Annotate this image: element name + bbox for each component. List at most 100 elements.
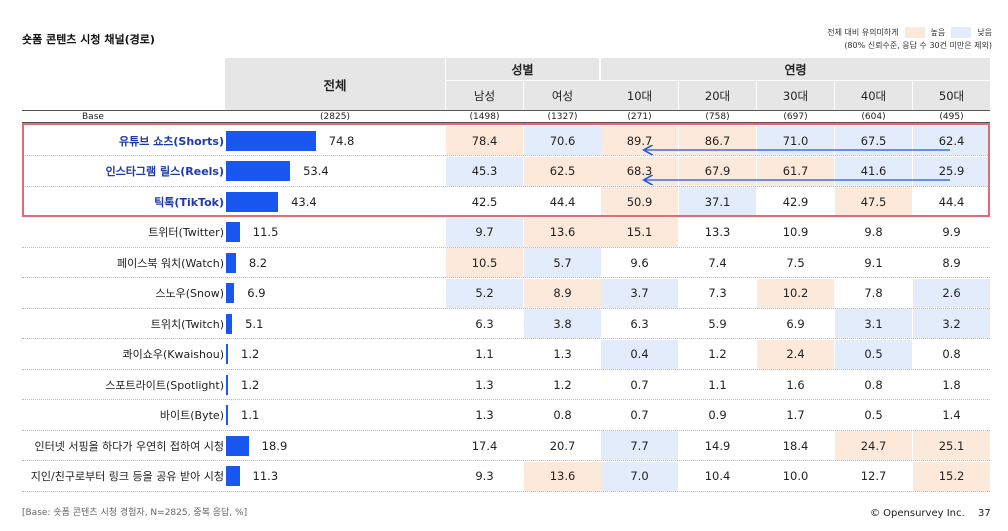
row-label: 바이트(Byte) (159, 409, 224, 422)
row-label: 스포트라이트(Spotlight) (105, 378, 224, 392)
total-cell: 1.2 (225, 340, 445, 369)
footnote: [Base: 숏폼 콘텐츠 시청 경험자, N=2825, 중복 응답, %] (22, 508, 248, 518)
value-cell: 45.3 (446, 156, 523, 186)
page-number: 37 (978, 508, 991, 519)
value-cell: 10.9 (782, 225, 809, 239)
value-cell: 67.5 (835, 126, 912, 155)
value-cell: 1.4 (942, 408, 961, 422)
value-cell: 9.7 (446, 217, 523, 247)
value-cell: 24.7 (835, 431, 912, 460)
row-label: 콰이쇼우(Kwaishou) (122, 348, 224, 361)
table-row: 지인/친구로부터 링크 등을 공유 받아 시청 11.3 9.3 13.6 7.0 10.… (22, 461, 990, 492)
value-cell: 1.6 (786, 377, 805, 392)
row-label: 트위터(Twitter) (148, 226, 224, 239)
value-cell: 68.3 (601, 156, 678, 186)
value-cell: 10.4 (704, 469, 731, 483)
row-label: 틱톡(TikTok) (154, 195, 224, 209)
value-cell: 3.7 (601, 278, 678, 308)
value-cell: 1.7 (786, 408, 805, 422)
row-label: 페이스북 워치(Watch) (116, 256, 224, 270)
value-cell: 17.4 (471, 438, 498, 453)
base-col-6: (495) (939, 111, 964, 122)
total-bar (226, 130, 316, 151)
value-cell: 6.9 (786, 316, 805, 331)
value-cell: 8.9 (942, 255, 961, 270)
value-cell: 89.7 (601, 126, 678, 155)
total-cell: 1.1 (225, 401, 445, 430)
total-value: 1.2 (241, 377, 260, 392)
base-row: Base (2825) (1498) (1327) (271) (758) (697) (… (22, 110, 990, 123)
header-age-group: 연령 (601, 58, 990, 80)
value-cell: 9.9 (942, 225, 961, 239)
legend-high-label: 높음 (930, 28, 946, 37)
header-col-4: 30대 (757, 81, 834, 110)
total-value: 11.5 (252, 225, 279, 239)
total-value: 53.4 (303, 164, 329, 178)
value-cell: 10.5 (446, 248, 523, 277)
total-value: 1.1 (241, 408, 260, 422)
total-value: 1.2 (241, 347, 260, 361)
value-cell: 42.5 (471, 194, 498, 209)
value-cell: 44.4 (938, 194, 965, 209)
value-cell: 7.3 (708, 286, 727, 300)
value-cell: 12.7 (860, 469, 887, 483)
header-col-6: 50대 (913, 81, 990, 110)
value-cell: 50.9 (601, 187, 678, 216)
total-value: 8.2 (248, 255, 268, 270)
total-cell: 5.1 (225, 309, 445, 338)
total-bar (226, 435, 249, 456)
header-col-0: 남성 (446, 81, 523, 110)
table-row: 스포트라이트(Spotlight) 1.2 1.3 1.2 0.7 1.1 1.6 0.8 1.… (22, 370, 990, 400)
page-title: 숏폼 콘텐츠 시청 채널(경로) (22, 33, 155, 46)
total-cell: 6.9 (225, 279, 445, 308)
header-col-3: 20대 (679, 81, 756, 110)
total-cell: 8.2 (225, 248, 445, 277)
legend-high-swatch (904, 27, 925, 38)
header-gender-group: 성별 (446, 58, 599, 80)
table-row: 콰이쇼우(Kwaishou) 1.2 1.1 1.3 0.4 1.2 2.4 0.5 0.8 (22, 339, 990, 370)
value-cell: 2.6 (913, 278, 990, 308)
value-cell: 3.1 (835, 309, 912, 338)
value-cell: 0.4 (601, 339, 678, 369)
value-cell: 9.8 (864, 225, 883, 239)
value-cell: 86.7 (679, 126, 756, 155)
table-row: 바이트(Byte) 1.1 1.3 0.8 0.7 0.9 1.7 0.5 1.4 (22, 401, 990, 431)
value-cell: 15.2 (913, 461, 990, 491)
value-cell: 5.9 (708, 316, 727, 331)
value-cell: 78.4 (446, 126, 523, 155)
total-value: 43.4 (291, 194, 317, 209)
base-col-3: (758) (705, 111, 730, 122)
legend-low-label: 낮음 (977, 28, 992, 37)
value-cell: 0.7 (630, 377, 649, 392)
row-label: 트위치(Twitch) (150, 317, 224, 331)
value-cell: 9.3 (475, 469, 494, 483)
row-label: 인스타그램 릴스(Reels) (105, 165, 224, 178)
value-cell: 1.1 (475, 347, 494, 361)
value-cell: 6.3 (475, 316, 494, 331)
value-cell: 62.5 (524, 156, 601, 186)
table-row: 틱톡(TikTok) 43.4 42.5 44.4 50.9 37.1 42.9 47.5 44… (22, 187, 990, 217)
value-cell: 7.5 (786, 255, 805, 270)
value-cell: 37.1 (679, 187, 756, 216)
total-cell: 18.9 (225, 431, 445, 460)
total-cell: 74.8 (225, 126, 445, 155)
total-value: 18.9 (261, 438, 288, 453)
value-cell: 1.1 (708, 377, 727, 392)
value-cell: 61.7 (757, 156, 834, 186)
table-row: 인터넷 서핑을 하다가 우연히 접하여 시청 18.9 17.4 20.7 7.7 14.… (22, 431, 990, 461)
value-cell: 44.4 (549, 194, 576, 209)
total-value: 6.9 (247, 286, 266, 300)
table-row: 트위치(Twitch) 5.1 6.3 3.8 6.3 5.9 6.9 3.1 3.2 (22, 309, 990, 339)
value-cell: 47.5 (835, 187, 912, 216)
value-cell: 3.2 (913, 309, 990, 338)
value-cell: 70.6 (524, 126, 601, 155)
total-bar (226, 161, 291, 181)
header-col-2: 10대 (601, 81, 678, 110)
base-label: Base (82, 111, 104, 122)
value-cell: 0.8 (864, 377, 883, 392)
total-cell: 43.4 (225, 187, 445, 216)
value-cell: 71.0 (757, 126, 834, 155)
value-cell: 7.0 (601, 461, 678, 491)
row-label: 인터넷 서핑을 하다가 우연히 접하여 시청 (34, 439, 224, 453)
value-cell: 1.3 (475, 408, 494, 422)
